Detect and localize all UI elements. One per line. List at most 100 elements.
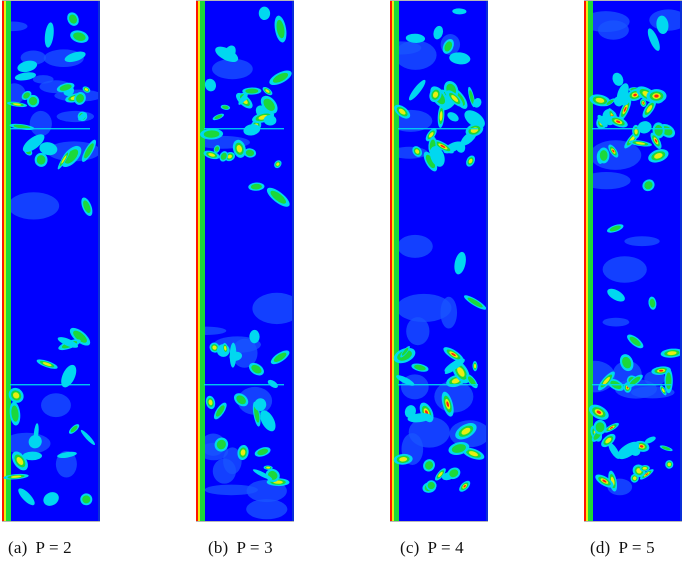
- vortex-blob: [3, 473, 29, 480]
- wash-region: [406, 317, 430, 346]
- wash-region: [440, 296, 458, 329]
- vortex-blob: [81, 139, 97, 162]
- contour-level: [59, 84, 72, 91]
- right-wall: [680, 0, 682, 522]
- vortex-blob: [267, 379, 278, 388]
- caption-b-text: P = 3: [236, 538, 273, 557]
- vortex-blob: [646, 89, 667, 103]
- contour-level: [224, 346, 227, 351]
- contour-level: [61, 155, 67, 164]
- vortex-blob: [627, 334, 644, 349]
- vortex-blob: [274, 160, 282, 169]
- vortex-blob: [229, 351, 243, 361]
- contour-level: [257, 448, 269, 456]
- vortex-blob: [70, 30, 89, 43]
- contour-level: [14, 72, 36, 81]
- wash-region: [8, 192, 60, 220]
- vortex-blob: [423, 459, 435, 472]
- wash-region: [396, 293, 452, 323]
- contour-level: [654, 153, 663, 159]
- contour-level: [473, 363, 477, 369]
- contour-level: [428, 132, 434, 138]
- wall-layer: [585, 0, 588, 522]
- vortex-blob: [441, 391, 454, 417]
- contour-level: [454, 251, 466, 275]
- contour-plot-b: [196, 0, 294, 522]
- contour-level: [438, 471, 443, 477]
- caption-a-label: (a): [8, 538, 28, 557]
- contour-level: [467, 297, 483, 308]
- contour-level: [16, 457, 24, 465]
- contour-level: [457, 367, 465, 377]
- vortex-blob: [644, 436, 656, 444]
- vortex-blob: [433, 25, 444, 40]
- contour-level: [73, 330, 87, 343]
- contour-level: [609, 225, 621, 232]
- vortex-blob: [664, 368, 673, 394]
- contour-level: [658, 369, 664, 372]
- vortex-blob: [396, 375, 415, 386]
- contour-level: [429, 146, 445, 167]
- vortex-blob: [14, 72, 36, 81]
- contour-level: [214, 114, 223, 120]
- vortex-blob: [411, 363, 429, 372]
- vortex-blob: [455, 423, 477, 440]
- caption-a: (a) P = 2: [8, 538, 80, 558]
- wall-layer: [391, 0, 394, 522]
- contour-level: [639, 445, 644, 448]
- contour-level: [258, 6, 271, 21]
- vortex-blob: [447, 467, 461, 480]
- contour-level: [432, 91, 439, 98]
- contour-level: [17, 60, 38, 73]
- injection-line: [204, 384, 284, 386]
- contour-plot-c: [390, 0, 488, 522]
- vortex-blob: [659, 445, 673, 452]
- vortex-blob: [78, 112, 87, 121]
- contour-level: [407, 413, 432, 423]
- contour-level: [263, 98, 275, 111]
- wash-region: [204, 484, 258, 496]
- vortex-blob: [604, 422, 619, 433]
- contour-level: [602, 479, 607, 483]
- contour-level: [208, 153, 216, 157]
- wall-red: [584, 0, 586, 522]
- wash-region: [624, 236, 660, 247]
- contour-level: [80, 429, 95, 445]
- vortex-blob: [444, 358, 465, 373]
- vortex-blob: [642, 179, 655, 192]
- contour-level: [64, 51, 86, 63]
- contour-level: [414, 364, 426, 371]
- vortex-blob: [472, 361, 478, 372]
- frame-top: [584, 0, 682, 1]
- vortex-blob: [648, 149, 669, 163]
- contour-level: [249, 329, 260, 344]
- vortex-blob: [607, 224, 624, 233]
- contour-level: [451, 352, 456, 357]
- contour-level: [632, 476, 637, 481]
- contour-level: [439, 111, 443, 122]
- contour-level: [399, 457, 408, 462]
- caption-c-label: (c): [400, 538, 420, 557]
- contour-level: [608, 442, 620, 459]
- vortex-blob: [597, 114, 608, 128]
- vortex-blob: [270, 350, 290, 365]
- contour-level: [265, 89, 270, 93]
- vortex-blob: [260, 410, 276, 432]
- contour-level: [661, 388, 665, 393]
- wash-region: [602, 256, 647, 283]
- contour-level: [23, 92, 30, 99]
- contour-level: [633, 93, 637, 97]
- contour-level: [227, 154, 232, 159]
- right-wall: [292, 0, 294, 522]
- contour-level: [61, 364, 77, 388]
- contour-level: [607, 288, 625, 302]
- vortex-blob: [640, 98, 647, 108]
- vortex-blob: [33, 423, 39, 443]
- vortex-blob: [608, 115, 628, 128]
- vortex-blob: [9, 401, 21, 426]
- wash-region: [397, 234, 433, 258]
- vortex-blob: [22, 134, 45, 153]
- contour-level: [84, 143, 94, 159]
- contour-level: [57, 337, 79, 348]
- vortex-blob: [617, 92, 630, 106]
